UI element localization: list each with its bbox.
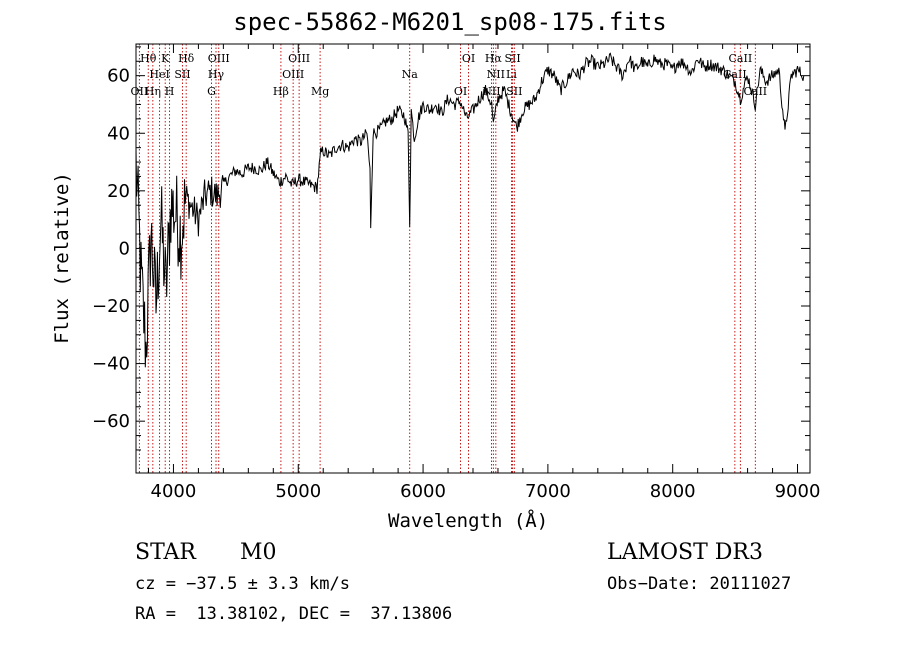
coordinates: RA = 13.38102, DEC = 37.13806 — [135, 604, 453, 624]
y-tick-label: −40 — [92, 354, 130, 375]
redshift-velocity: cz = −37.5 ± 3.3 km/s — [135, 574, 350, 594]
line-marker-label: Hβ — [273, 85, 289, 98]
y-tick-label: 20 — [107, 181, 130, 202]
line-marker-label: CaII — [729, 52, 753, 65]
spectrum-line — [135, 52, 805, 368]
x-tick-label: 6000 — [400, 481, 446, 502]
line-marker-label: H — [165, 85, 175, 98]
x-tick-label: 8000 — [650, 481, 696, 502]
line-marker-label: SII — [506, 85, 522, 98]
y-tick-label: 40 — [107, 123, 130, 144]
object-subclass: M0 — [240, 540, 277, 565]
line-marker-label: K — [161, 52, 170, 65]
line-marker-label: OIII — [282, 68, 304, 81]
line-marker-label: OI — [454, 85, 467, 98]
y-axis-label: Flux (relative) — [51, 172, 73, 344]
line-marker-label: OIII — [208, 52, 230, 65]
line-marker-label: SII — [504, 52, 520, 65]
line-marker-label: Mg — [311, 85, 329, 98]
line-marker-label: Hη — [145, 85, 161, 98]
y-tick-label: −60 — [92, 411, 130, 432]
line-marker-label: OIII — [288, 52, 310, 65]
line-marker-label: NII — [487, 68, 505, 81]
line-marker-label: Hθ — [140, 52, 157, 65]
x-tick-label: 9000 — [775, 481, 821, 502]
survey-name: LAMOST DR3 — [607, 540, 763, 565]
line-marker-label: OII — [131, 85, 149, 98]
line-marker-label: Hδ — [178, 52, 195, 65]
y-tick-label: 60 — [107, 66, 130, 87]
chart-title: spec-55862-M6201_sp08-175.fits — [233, 8, 667, 36]
x-axis-label: Wavelength (Å) — [388, 510, 549, 532]
line-marker-label: Hγ — [208, 68, 225, 81]
line-marker-label: CaII — [743, 85, 767, 98]
line-marker-label: OI — [462, 52, 475, 65]
y-tick-label: −20 — [92, 296, 130, 317]
line-marker-label: Hα — [485, 52, 503, 65]
line-marker-label: CaII — [723, 68, 747, 81]
x-tick-label: 5000 — [275, 481, 321, 502]
y-tick-label: 0 — [119, 238, 130, 259]
line-marker-label: Li — [506, 68, 517, 81]
x-tick-label: 7000 — [525, 481, 571, 502]
axes: 4000 5000 6000 7000 8000 9000 −60 −40 −20 0 20 40 60 — [92, 43, 821, 502]
line-marker-label: HeI — [149, 68, 169, 81]
line-marker-label: Na — [402, 68, 419, 81]
object-class: STAR — [135, 540, 196, 565]
observation-date: Obs−Date: 20111027 — [607, 574, 792, 594]
line-marker-label: G — [207, 85, 216, 98]
x-tick-label: 4000 — [151, 481, 197, 502]
line-marker-label: SII — [174, 68, 190, 81]
series-layer — [135, 52, 805, 368]
